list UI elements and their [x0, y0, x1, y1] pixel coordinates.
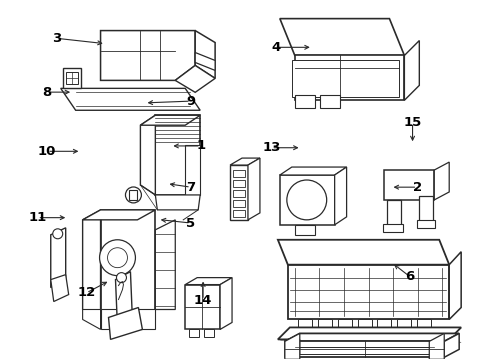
Polygon shape	[195, 31, 215, 78]
Polygon shape	[404, 41, 419, 100]
Polygon shape	[448, 252, 460, 319]
Polygon shape	[51, 228, 65, 288]
Circle shape	[116, 273, 126, 283]
Bar	[233, 200, 244, 207]
Text: 14: 14	[194, 294, 212, 307]
Polygon shape	[433, 162, 448, 200]
Circle shape	[100, 240, 135, 276]
Polygon shape	[428, 333, 443, 359]
Polygon shape	[279, 19, 404, 55]
Polygon shape	[185, 285, 220, 329]
Polygon shape	[82, 310, 101, 329]
Circle shape	[53, 229, 62, 239]
Bar	[397, 319, 410, 329]
Polygon shape	[185, 278, 232, 285]
Polygon shape	[155, 115, 200, 195]
Polygon shape	[319, 95, 339, 108]
Text: 8: 8	[42, 86, 52, 99]
Polygon shape	[229, 158, 260, 165]
Text: 7: 7	[186, 181, 195, 194]
Bar	[416, 319, 430, 329]
Polygon shape	[82, 210, 101, 319]
Text: 3: 3	[52, 32, 61, 45]
Bar	[337, 319, 351, 329]
Polygon shape	[285, 341, 443, 357]
Polygon shape	[155, 220, 175, 310]
Polygon shape	[101, 210, 155, 319]
Polygon shape	[229, 165, 247, 220]
Polygon shape	[279, 167, 346, 175]
Polygon shape	[279, 175, 334, 225]
Bar	[65, 72, 78, 84]
Polygon shape	[140, 115, 200, 125]
Polygon shape	[220, 278, 232, 329]
Polygon shape	[334, 167, 346, 225]
Polygon shape	[175, 66, 215, 92]
Bar	[377, 319, 390, 329]
Polygon shape	[291, 60, 399, 97]
Text: 5: 5	[186, 216, 195, 230]
Polygon shape	[140, 115, 155, 195]
Polygon shape	[285, 333, 299, 359]
Bar	[189, 329, 199, 337]
Text: 10: 10	[38, 145, 56, 158]
Bar	[317, 319, 331, 329]
Polygon shape	[185, 145, 200, 195]
Polygon shape	[101, 310, 155, 329]
Bar	[129, 190, 137, 200]
Polygon shape	[277, 328, 460, 339]
Text: 9: 9	[186, 95, 195, 108]
Polygon shape	[61, 88, 200, 110]
Circle shape	[107, 248, 127, 268]
Polygon shape	[195, 53, 215, 71]
Text: 12: 12	[77, 287, 95, 300]
Polygon shape	[294, 55, 404, 100]
Bar	[294, 225, 314, 235]
Circle shape	[286, 180, 326, 220]
Polygon shape	[51, 275, 68, 302]
Polygon shape	[285, 339, 299, 354]
Polygon shape	[115, 272, 132, 328]
Bar	[297, 319, 311, 329]
Bar	[203, 329, 214, 337]
Polygon shape	[277, 339, 460, 342]
Text: 13: 13	[262, 141, 280, 154]
Polygon shape	[285, 333, 458, 341]
Bar	[383, 224, 403, 232]
Text: 6: 6	[405, 270, 414, 283]
Text: 2: 2	[412, 181, 421, 194]
Polygon shape	[294, 347, 433, 354]
Polygon shape	[82, 210, 155, 220]
Bar	[233, 180, 244, 187]
Circle shape	[129, 191, 137, 199]
Bar	[357, 319, 371, 329]
Polygon shape	[277, 240, 448, 265]
Polygon shape	[443, 333, 458, 357]
Bar	[233, 170, 244, 177]
Polygon shape	[108, 307, 142, 339]
Polygon shape	[101, 31, 195, 80]
Circle shape	[125, 187, 141, 203]
Polygon shape	[247, 158, 260, 220]
Bar	[233, 210, 244, 217]
Text: 1: 1	[196, 139, 205, 152]
Polygon shape	[62, 68, 81, 88]
Bar	[233, 190, 244, 197]
Polygon shape	[386, 200, 401, 225]
Polygon shape	[287, 265, 448, 319]
Polygon shape	[419, 196, 432, 221]
Text: 15: 15	[403, 116, 421, 129]
Text: 11: 11	[28, 211, 46, 224]
Text: 4: 4	[271, 41, 280, 54]
Bar	[416, 220, 434, 228]
Polygon shape	[384, 170, 433, 200]
Polygon shape	[294, 95, 314, 108]
Polygon shape	[155, 195, 200, 210]
